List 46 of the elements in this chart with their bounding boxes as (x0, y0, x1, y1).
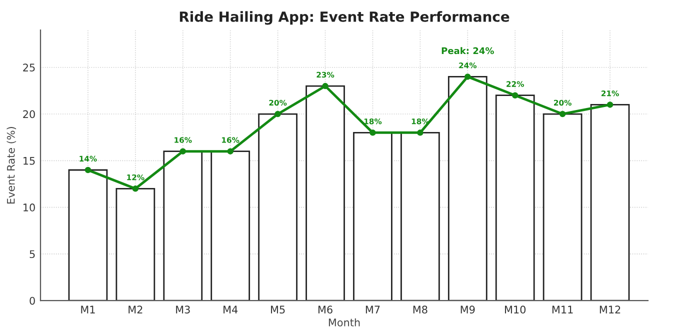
point (274, 110, 281, 118)
point (180, 148, 186, 154)
y-tick-label: 25 (23, 64, 35, 72)
point (132, 186, 139, 192)
bar (400, 132, 440, 301)
bar (306, 85, 345, 301)
bar (495, 94, 535, 301)
x-tick-label: M8 (413, 306, 428, 314)
x-tick-label: M7 (366, 306, 380, 314)
y-tick-label: 5 (30, 250, 35, 258)
bar (116, 188, 156, 301)
bar (210, 150, 250, 301)
point (512, 92, 518, 98)
chart-title: Ride Hailing App: Event Rate Performance (180, 11, 510, 25)
x-tick-label: M3 (176, 306, 190, 314)
point (417, 130, 424, 136)
bar (448, 76, 488, 301)
y-tick-label: 10 (24, 204, 35, 212)
x-tick-label: M2 (128, 306, 142, 314)
bar (68, 169, 108, 301)
y-axis-title: Event Rate (%) (6, 127, 16, 204)
x-tick-label: M4 (224, 306, 238, 314)
point (322, 82, 328, 90)
x-tick-label: M11 (552, 306, 573, 314)
x-tick-label: M5 (271, 306, 285, 314)
x-tick-label: M6 (318, 306, 332, 314)
bar (542, 113, 582, 301)
point (370, 130, 376, 136)
x-tick-label: M10 (505, 306, 526, 314)
x-tick-label: M9 (460, 306, 475, 314)
x-tick-label: M1 (81, 306, 95, 314)
x-axis-title: Month (328, 318, 360, 326)
y-tick-label: 20 (23, 110, 35, 118)
bar (353, 132, 392, 301)
point (559, 110, 566, 118)
annotation: Peak: 24% (442, 47, 494, 54)
point (606, 102, 614, 108)
bar (258, 113, 298, 301)
bar (163, 150, 203, 301)
point (84, 166, 92, 174)
point (227, 148, 234, 154)
x-tick-label: M12 (600, 306, 620, 314)
bar (590, 104, 630, 301)
point (464, 74, 471, 80)
y-tick-label: 15 (24, 157, 35, 165)
y-tick-label: 0 (30, 296, 35, 305)
